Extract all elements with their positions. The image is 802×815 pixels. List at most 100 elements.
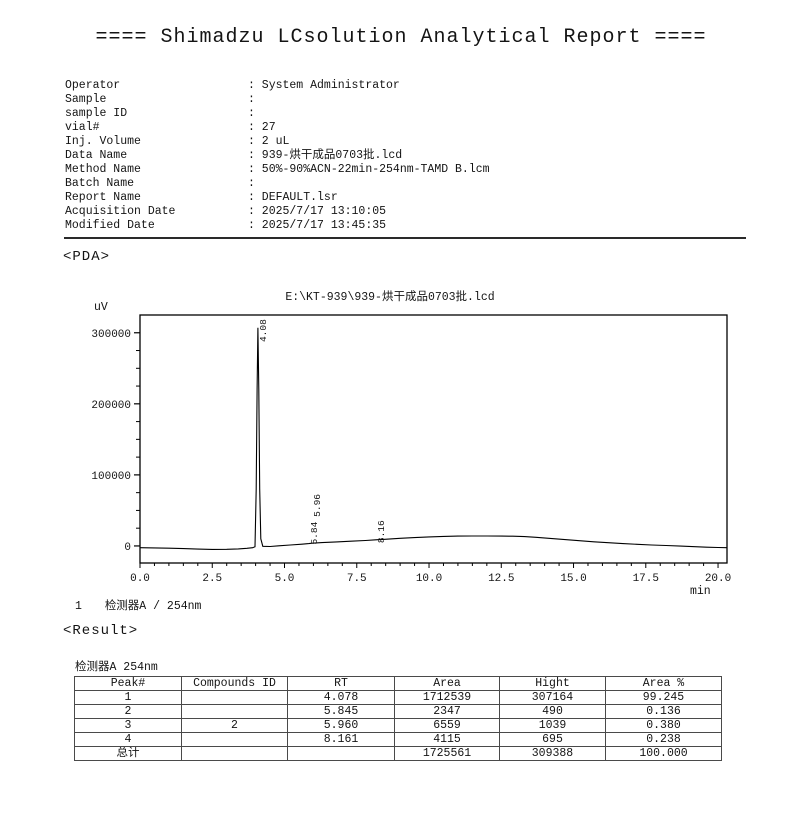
- table-cell: 0.380: [605, 718, 722, 733]
- field-value: : System Administrator: [248, 79, 400, 92]
- metadata-row: Sample:: [65, 93, 490, 107]
- result-table: Peak# Compounds ID RT Area Hight Area % 1 4.078…: [74, 676, 722, 761]
- tick-label: 15.0: [560, 573, 586, 585]
- table-cell: 1712539: [394, 690, 500, 705]
- tick-label: 12.5: [488, 573, 514, 585]
- table-total-row: 总计 1725561 309388 100.000: [74, 746, 722, 761]
- result-section-heading: <Result>: [63, 623, 139, 639]
- tick-label: 10.0: [416, 573, 442, 585]
- table-cell: 2347: [394, 704, 500, 719]
- table-cell: [181, 690, 288, 705]
- tick-label: 100000: [91, 471, 131, 483]
- tick-label: 0.0: [130, 573, 150, 585]
- metadata-row: Modified Date : 2025/7/17 13:45:35: [65, 219, 490, 233]
- metadata-block: Operator: System Administrator Sample: sa…: [65, 79, 490, 233]
- tick-label: 300000: [91, 329, 131, 341]
- field-label: vial#: [65, 121, 100, 134]
- field-value: : DEFAULT.lsr: [248, 191, 338, 204]
- column-header: RT: [287, 676, 395, 691]
- tick-label: 17.5: [633, 573, 659, 585]
- section-divider: [64, 237, 746, 239]
- field-label: Sample: [65, 93, 107, 106]
- metadata-row: vial# : 27: [65, 121, 490, 135]
- detector-label: 检测器A / 254nm: [104, 600, 202, 613]
- table-cell: 1: [74, 690, 182, 705]
- table-cell: [287, 746, 395, 761]
- metadata-row: Batch Name:: [65, 177, 490, 191]
- chart-title: E:\KT-939\939-烘干成品0703批.lcd: [285, 291, 495, 304]
- table-cell: 2: [181, 718, 288, 733]
- table-cell: 1039: [499, 718, 606, 733]
- tick-label: 0: [124, 542, 131, 554]
- table-cell: 5.960: [287, 718, 395, 733]
- field-value: : 2 uL: [248, 135, 290, 148]
- table-cell: 1725561: [394, 746, 500, 761]
- plot-frame: [139, 314, 728, 564]
- table-cell: 8.161: [287, 732, 395, 747]
- column-header: Hight: [499, 676, 606, 691]
- table-cell: 5.845: [287, 704, 395, 719]
- field-value: :: [248, 107, 262, 120]
- field-label: sample ID: [65, 107, 128, 120]
- pda-section-heading: <PDA>: [63, 249, 111, 265]
- tick-label: 2.5: [202, 573, 222, 585]
- table-header-row: Peak# Compounds ID RT Area Hight Area %: [74, 676, 722, 691]
- chromatogram-trace: [139, 327, 728, 550]
- detector-legend: 1 检测器A / 254nm: [75, 597, 201, 613]
- field-value: :: [248, 93, 262, 106]
- metadata-row: Operator : System Administrator: [65, 79, 490, 93]
- column-header: Area %: [605, 676, 722, 691]
- detector-index: 1: [75, 600, 82, 613]
- table-cell: 4.078: [287, 690, 395, 705]
- peak-rt-label: 5.96: [312, 494, 323, 517]
- table-cell: 4: [74, 732, 182, 747]
- field-value: : 2025/7/17 13:10:05: [248, 205, 387, 218]
- column-header: Peak#: [74, 676, 182, 691]
- table-cell: 99.245: [605, 690, 722, 705]
- table-cell: 6559: [394, 718, 500, 733]
- peak-rt-label: 8.16: [376, 520, 387, 543]
- field-value: : 27: [248, 121, 276, 134]
- field-label: Modified Date: [65, 219, 155, 232]
- field-value: : 50%-90%ACN-22min-254nm-TAMD B.lcm: [248, 163, 490, 176]
- table-cell: 0.238: [605, 732, 722, 747]
- table-cell: 4115: [394, 732, 500, 747]
- table-cell: 309388: [499, 746, 606, 761]
- tick-label: 7.5: [347, 573, 367, 585]
- tick-label: 200000: [91, 400, 131, 412]
- table-cell: [181, 704, 288, 719]
- tick-label: 5.0: [275, 573, 295, 585]
- peak-rt-label: 5.84: [309, 521, 320, 544]
- metadata-row: sample ID:: [65, 107, 490, 121]
- table-cell: 0.136: [605, 704, 722, 719]
- table-row: 2 5.845 2347 490 0.136: [74, 704, 722, 719]
- table-cell: [181, 746, 288, 761]
- metadata-row: Method Name : 50%-90%ACN-22min-254nm-TAMD…: [65, 163, 490, 177]
- table-row: 4 8.161 4115 695 0.238: [74, 732, 722, 747]
- table-row: 1 4.078 1712539 307164 99.245: [74, 690, 722, 705]
- field-value: : 939-烘干成品0703批.lcd: [248, 149, 403, 162]
- field-label: Data Name: [65, 149, 128, 162]
- field-label: Operator: [65, 79, 121, 92]
- column-header: Compounds ID: [181, 676, 288, 691]
- table-cell: 3: [74, 718, 182, 733]
- tick-label: 20.0: [705, 573, 731, 585]
- metadata-row: Acquisition Date : 2025/7/17 13:10:05: [65, 205, 490, 219]
- field-value: : 2025/7/17 13:45:35: [248, 219, 387, 232]
- table-cell: 100.000: [605, 746, 722, 761]
- table-cell: [181, 732, 288, 747]
- metadata-row: Report Name : DEFAULT.lsr: [65, 191, 490, 205]
- field-label: Acquisition Date: [65, 205, 176, 218]
- field-label: Batch Name: [65, 177, 135, 190]
- metadata-row: Inj. Volume: 2 uL: [65, 135, 490, 149]
- field-label: Report Name: [65, 191, 141, 204]
- table-row: 3 2 5.960 6559 1039 0.380: [74, 718, 722, 733]
- field-label: Method Name: [65, 163, 141, 176]
- table-cell: 490: [499, 704, 606, 719]
- detector-table-title: 检测器A 254nm: [75, 661, 158, 674]
- x-axis-label: min: [690, 585, 711, 598]
- peak-rt-label: 4.08: [258, 319, 269, 342]
- field-value: :: [248, 177, 262, 190]
